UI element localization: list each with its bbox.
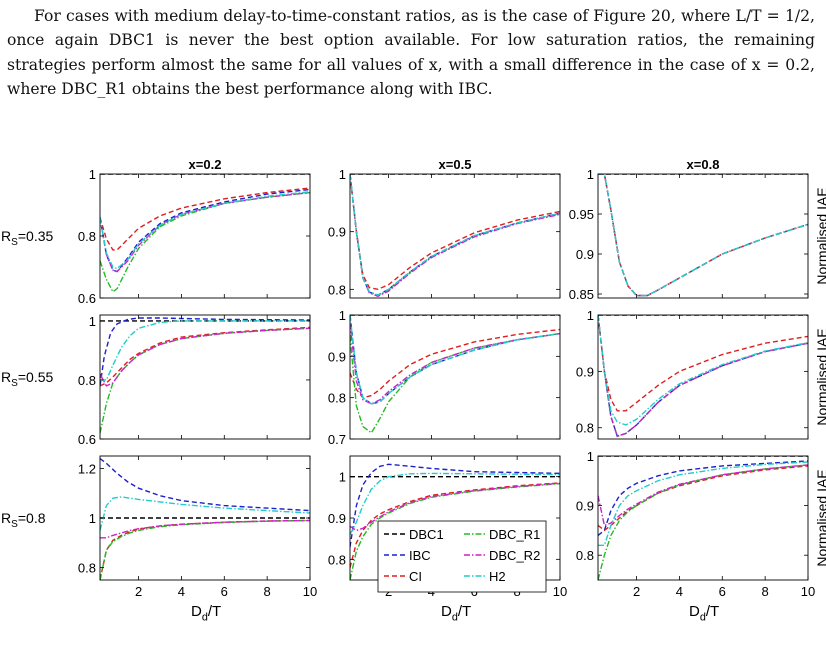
- y-tick-label: 0.7: [328, 432, 346, 447]
- y-tick-label: 0.8: [328, 552, 346, 567]
- x-tick-label: 10: [303, 584, 317, 599]
- y-tick-label: 0.8: [576, 421, 594, 436]
- y-tick-label: 0.6: [78, 291, 96, 306]
- y-tick-label: 0.9: [576, 364, 594, 379]
- legend-label: CI: [409, 569, 422, 584]
- y-tick-label: 0.8: [78, 561, 96, 576]
- x-tick-label: 6: [221, 584, 228, 599]
- x-tick-label: 10: [553, 584, 567, 599]
- series-line-h2: [598, 462, 808, 545]
- series-line-dbc-r2: [100, 328, 310, 386]
- y-tick-label: 0.9: [328, 349, 346, 364]
- figure-grid: 0.6 0.8 1 x=0.2 RS=0.35 0.8 0.9 1 x=0.5 0.85 0.9 0.…: [0, 140, 826, 658]
- y-tick-label: 1.2: [78, 461, 96, 476]
- column-title: x=0.8: [687, 157, 720, 172]
- y-tick-label: 0.8: [78, 373, 96, 388]
- series-line-h2: [598, 174, 808, 296]
- series-line-ibc: [350, 174, 560, 295]
- y-tick-label: 0.9: [328, 225, 346, 240]
- x-tick-label: 2: [633, 584, 640, 599]
- x-tick-label: 10: [801, 584, 815, 599]
- plot-frame: [598, 174, 808, 298]
- body-paragraph: For cases with medium delay-to-time-cons…: [7, 4, 815, 102]
- y-tick-label: 0.9: [576, 247, 594, 262]
- right-axis-label: Normalised IAE: [814, 328, 826, 425]
- series-line-dbc-r2: [100, 521, 310, 538]
- series-line-ci: [598, 315, 808, 411]
- row-label: RS=0.35: [1, 228, 53, 248]
- x-axis-label: Dd/T: [689, 603, 719, 624]
- y-tick-label: 0.85: [569, 287, 594, 302]
- series-line-h2: [598, 315, 808, 425]
- series-line-dbc-r1: [100, 328, 310, 433]
- legend-label: DBC1: [409, 527, 444, 542]
- y-tick-label: 0.95: [569, 207, 594, 222]
- y-tick-label: 0.8: [328, 391, 346, 406]
- x-tick-label: 2: [135, 584, 142, 599]
- right-axis-label: Normalised IAE: [814, 187, 826, 284]
- series-line-h2: [350, 315, 560, 404]
- series-line-ibc: [100, 459, 310, 511]
- series-line-dbc-r2: [598, 465, 808, 526]
- plot-frame: [598, 456, 808, 580]
- series-line-ibc: [598, 315, 808, 436]
- series-line-dbc-r1: [598, 315, 808, 436]
- y-tick-label: 1: [89, 314, 96, 329]
- y-tick-label: 0.8: [328, 282, 346, 297]
- column-title: x=0.5: [439, 157, 472, 172]
- series-line-ci: [350, 330, 560, 398]
- series-line-dbc-r1: [350, 334, 560, 433]
- series-line-ibc: [100, 190, 310, 272]
- series-line-h2: [100, 497, 310, 531]
- plot-frame: [350, 174, 560, 298]
- y-tick-label: 0.6: [78, 432, 96, 447]
- y-tick-label: 1: [339, 470, 346, 485]
- series-line-h2: [100, 192, 310, 269]
- row-label: RS=0.8: [1, 510, 46, 530]
- y-tick-label: 0.8: [78, 229, 96, 244]
- column-title: x=0.2: [189, 157, 222, 172]
- y-tick-label: 0.8: [576, 548, 594, 563]
- y-tick-label: 1: [339, 167, 346, 182]
- x-axis-label: Dd/T: [191, 603, 221, 624]
- series-line-h2: [350, 174, 560, 295]
- y-tick-label: 0.9: [576, 499, 594, 514]
- x-tick-label: 4: [676, 584, 683, 599]
- series-line-ibc: [350, 315, 560, 404]
- right-axis-label: Normalised IAE: [814, 469, 826, 566]
- y-tick-label: 1: [587, 449, 594, 464]
- series-line-ci: [598, 466, 808, 531]
- x-axis-label: Dd/T: [441, 603, 471, 624]
- legend-label: DBC_R1: [489, 527, 540, 542]
- legend-label: H2: [489, 569, 506, 584]
- series-line-ci: [100, 188, 310, 250]
- row-label: RS=0.55: [1, 369, 53, 389]
- y-tick-label: 1: [587, 308, 594, 323]
- series-line-ibc: [100, 318, 310, 386]
- series-line-dbc-r1: [350, 174, 560, 296]
- series-line-dbc-r1: [598, 465, 808, 580]
- series-line-dbc-r2: [598, 315, 808, 436]
- y-tick-label: 1: [339, 308, 346, 323]
- y-tick-label: 1: [587, 167, 594, 182]
- legend-label: IBC: [409, 548, 431, 563]
- x-tick-label: 6: [719, 584, 726, 599]
- y-tick-label: 1: [89, 511, 96, 526]
- series-line-ci: [100, 521, 310, 581]
- y-tick-label: 0.9: [328, 511, 346, 526]
- y-tick-label: 1: [89, 167, 96, 182]
- series-line-dbc-r2: [350, 323, 560, 404]
- x-tick-label: 4: [178, 584, 185, 599]
- x-tick-label: 8: [264, 584, 271, 599]
- series-line-ci: [350, 174, 560, 289]
- series-line-ibc: [598, 461, 808, 535]
- plot-frame: [598, 315, 808, 439]
- x-tick-label: 8: [762, 584, 769, 599]
- series-line-dbc-r2: [350, 174, 560, 296]
- legend-label: DBC_R2: [489, 548, 540, 563]
- series-line-dbc-r1: [100, 521, 310, 581]
